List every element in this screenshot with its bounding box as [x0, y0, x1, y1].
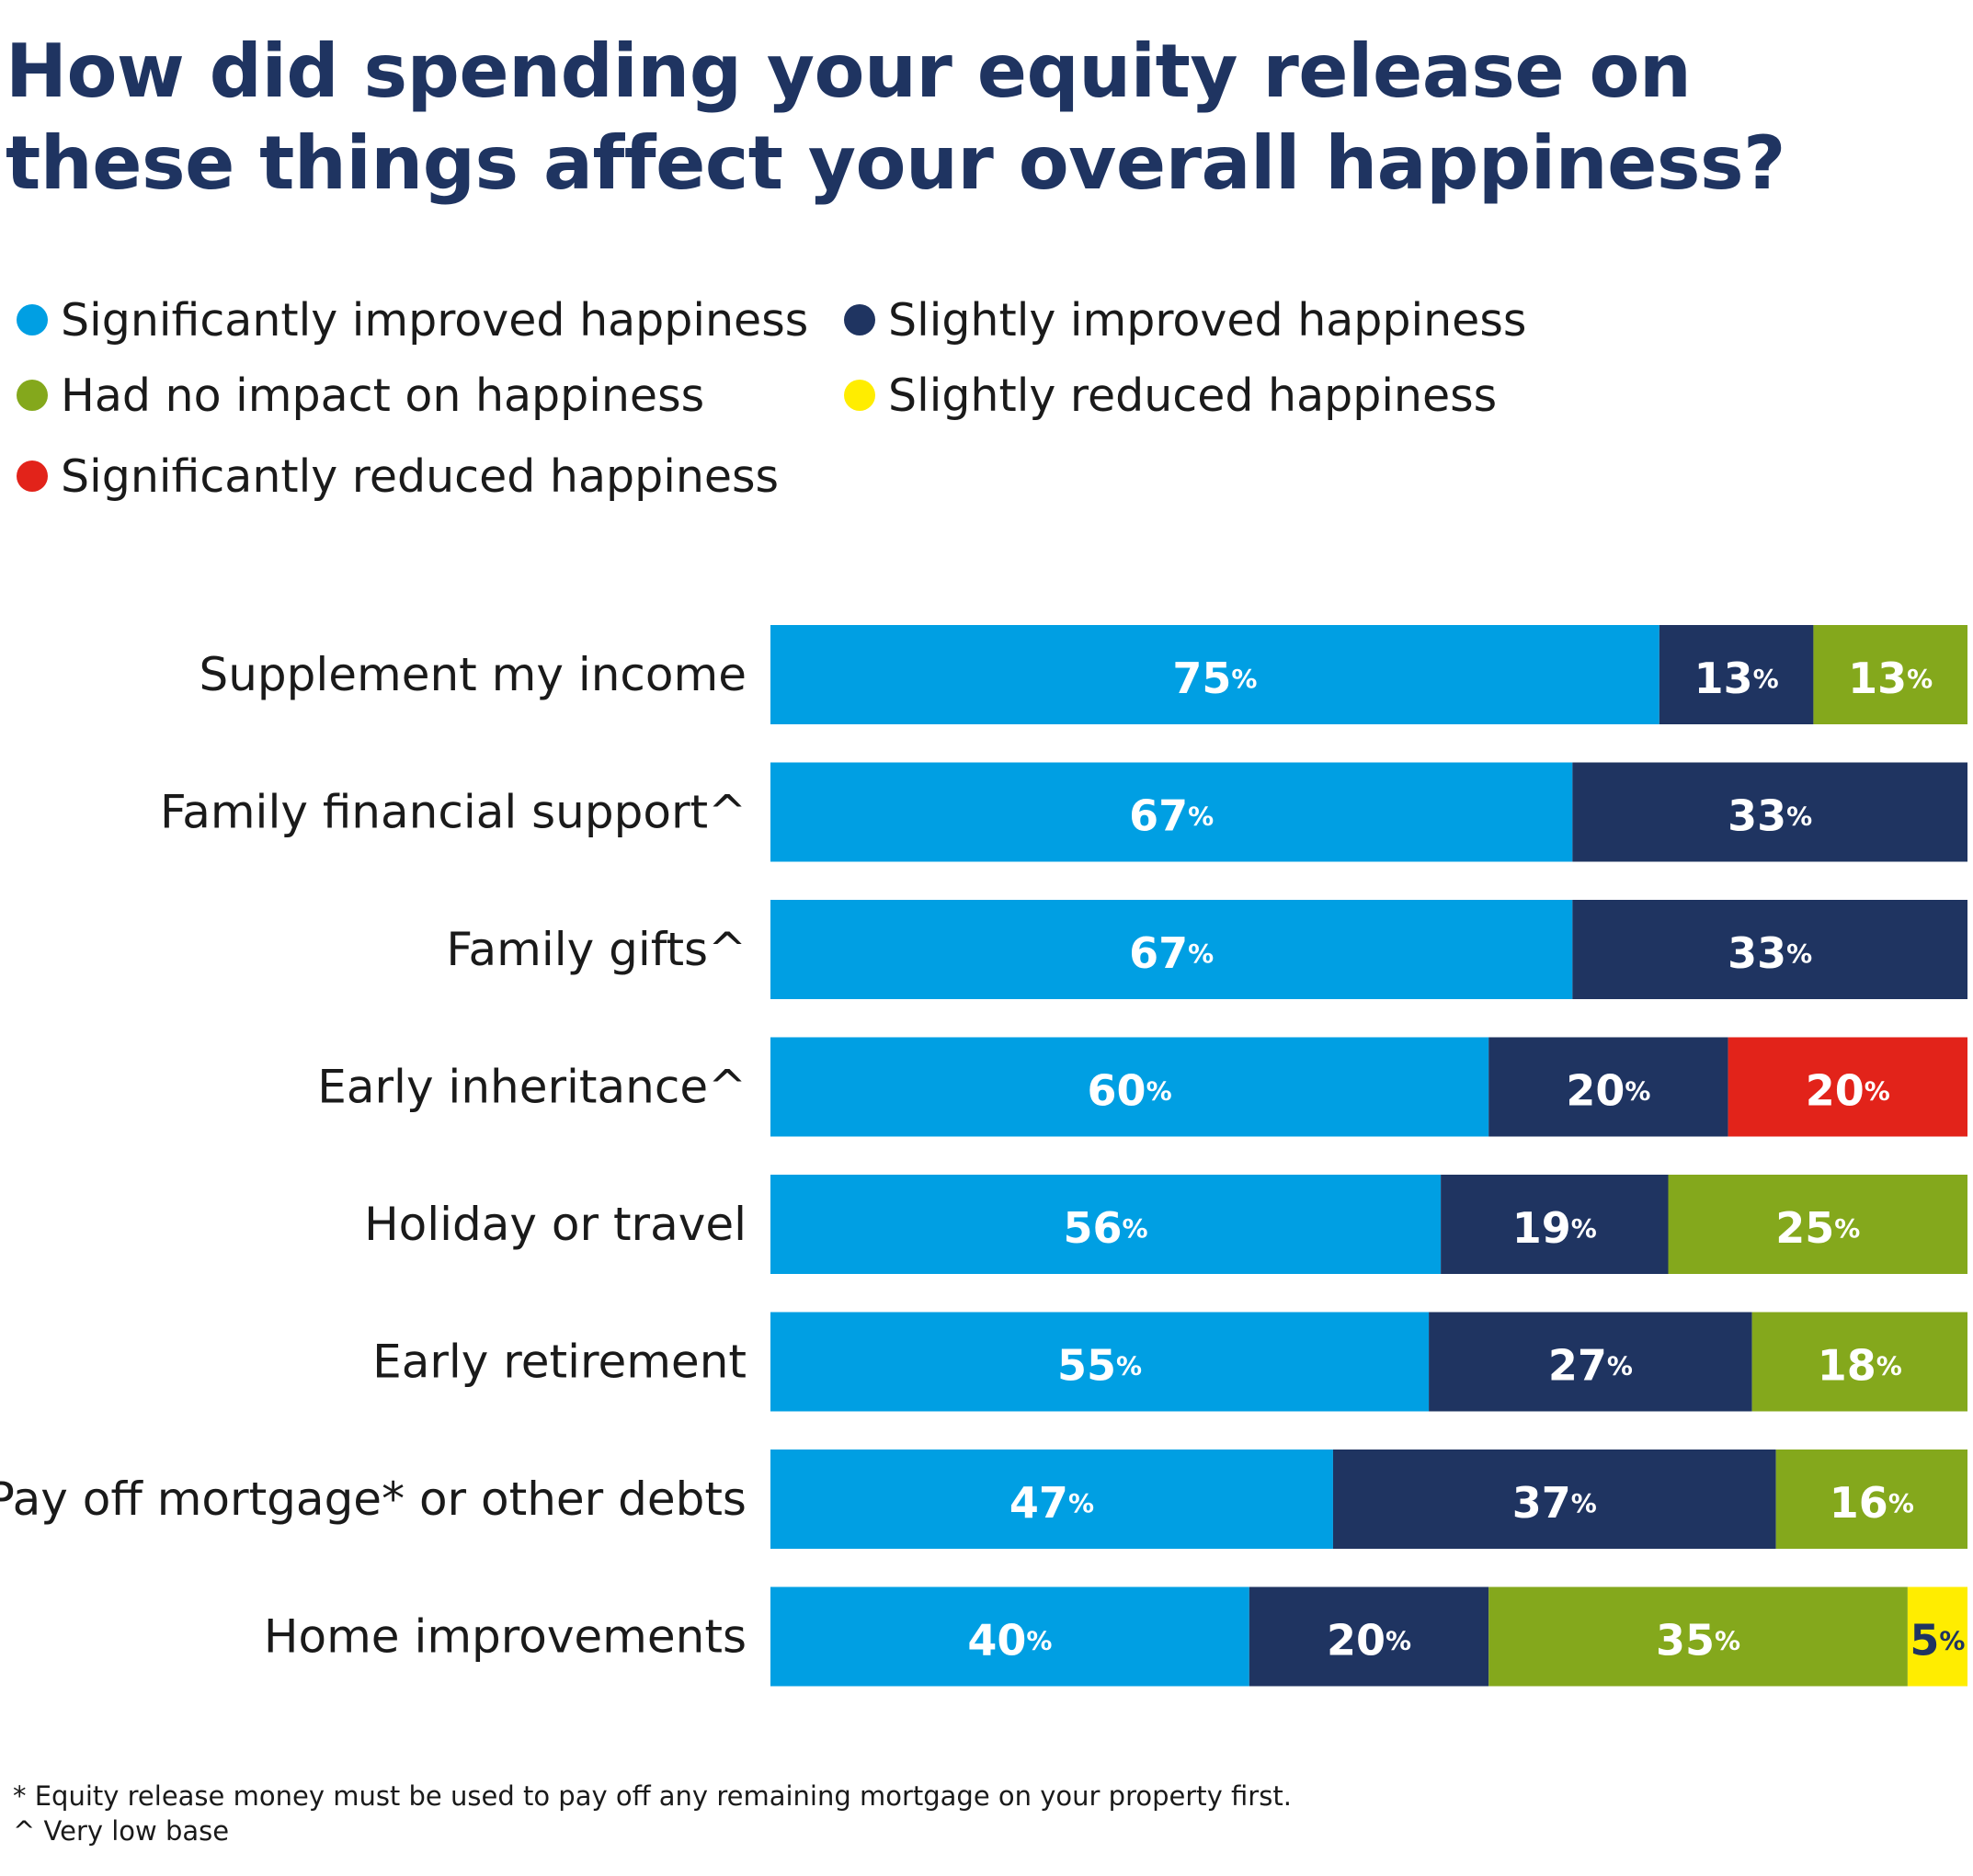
legend-item: Slightly reduced happiness: [844, 368, 1497, 423]
bar-segment: [770, 1312, 1430, 1412]
data-label: 13%: [1694, 654, 1779, 703]
legend-item: Significantly reduced happiness: [17, 449, 779, 504]
legend-label: Significantly reduced happiness: [61, 449, 780, 503]
bar-segment: [1668, 1175, 1967, 1274]
data-label: 20%: [1566, 1066, 1650, 1116]
bar-segment: [1572, 762, 1967, 862]
data-label: 20%: [1806, 1066, 1890, 1116]
bar-segment: [1332, 1450, 1776, 1549]
data-label: 20%: [1327, 1616, 1411, 1666]
data-label: 67%: [1129, 928, 1214, 978]
bar-segment: [1249, 1586, 1489, 1687]
legend-item: Slightly improved happiness: [844, 292, 1526, 347]
data-label: 33%: [1728, 791, 1812, 841]
category-label: Home improvements: [264, 1610, 747, 1664]
legend-label: Slightly improved happiness: [888, 293, 1527, 347]
bar-segment: [770, 1586, 1249, 1687]
data-label: 19%: [1512, 1203, 1597, 1253]
data-label: 25%: [1775, 1203, 1860, 1253]
bar-segment: [770, 900, 1573, 999]
data-label: 18%: [1818, 1341, 1902, 1391]
data-label: 40%: [967, 1616, 1052, 1666]
data-label: 56%: [1064, 1203, 1148, 1253]
data-label: 55%: [1057, 1341, 1142, 1391]
legend-swatch: [17, 304, 48, 335]
category-label: Family financial support^: [160, 786, 747, 839]
data-label: 16%: [1830, 1478, 1914, 1528]
bar-segment: [1813, 625, 1967, 724]
legend: Significantly improved happiness Slightly…: [17, 292, 1671, 531]
bar-segment: [1429, 1312, 1752, 1412]
bar-segment: [770, 1450, 1333, 1549]
category-label: Pay off mortgage* or other debts: [0, 1472, 747, 1526]
legend-swatch: [17, 460, 48, 492]
data-label: 13%: [1848, 654, 1933, 703]
legend-swatch: [844, 380, 875, 411]
category-label: Family gifts^: [446, 923, 747, 976]
stacked-bar-chart: Supplement my income 75% 13% 13% Family fina…: [0, 625, 1967, 1687]
data-label: 37%: [1512, 1478, 1597, 1528]
legend-label: Significantly improved happiness: [61, 293, 809, 347]
bar-segment: [1488, 1037, 1728, 1137]
footnote-low-base: ^ Very low base: [13, 1815, 230, 1847]
bar-segment: [1572, 900, 1967, 999]
chart-title-line: these things affect your overall happine…: [6, 120, 1785, 206]
category-label: Holiday or travel: [364, 1198, 747, 1251]
legend-item: Had no impact on happiness: [17, 368, 704, 423]
bar-segment: [1728, 1037, 1967, 1137]
legend-label: Had no impact on happiness: [61, 369, 705, 422]
bar-segment: [1488, 1586, 1908, 1687]
category-label: Early retirement: [372, 1336, 747, 1389]
bar-segment: [770, 1175, 1442, 1274]
bar-segment: [770, 625, 1659, 724]
bar-segment: [770, 1037, 1489, 1137]
data-label: 33%: [1728, 928, 1812, 978]
category-label: Early inheritance^: [317, 1061, 747, 1114]
data-label: 67%: [1129, 791, 1214, 841]
data-label: 5%: [1910, 1616, 1965, 1666]
data-label: 35%: [1656, 1616, 1740, 1666]
legend-swatch: [844, 304, 875, 335]
legend-label: Slightly reduced happiness: [888, 369, 1498, 422]
footnote-mortgage: * Equity release money must be used to p…: [13, 1780, 1292, 1812]
bar-segment: [1659, 625, 1814, 724]
category-label: Supplement my income: [199, 648, 747, 701]
footnotes: * Equity release money must be used to p…: [13, 1779, 1944, 1848]
bar-segment: [1775, 1450, 1967, 1549]
chart-title-line: How did spending your equity release on: [6, 28, 1692, 114]
bar-segment: [1907, 1586, 1967, 1687]
chart-title: How did spending your equity release on …: [6, 26, 1936, 210]
data-label: 75%: [1172, 654, 1257, 703]
data-label: 60%: [1088, 1066, 1172, 1116]
bar-segment: [1441, 1175, 1669, 1274]
bar-segment: [1751, 1312, 1967, 1412]
legend-swatch: [17, 380, 48, 411]
data-label: 27%: [1548, 1341, 1633, 1391]
data-label: 47%: [1009, 1478, 1094, 1528]
legend-item: Significantly improved happiness: [17, 292, 808, 347]
bar-segment: [770, 762, 1573, 862]
